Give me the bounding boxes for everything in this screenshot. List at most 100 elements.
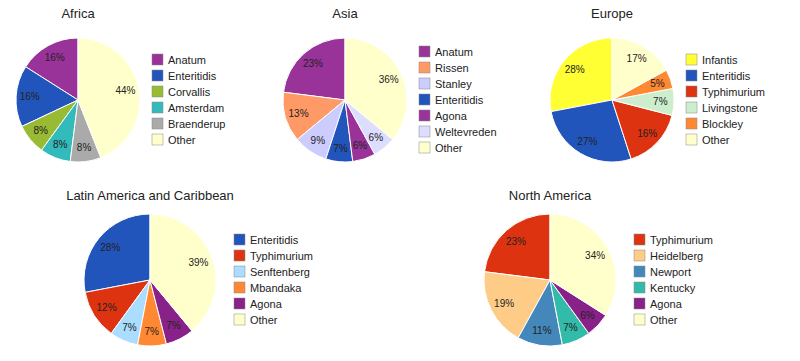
pie-slice bbox=[84, 214, 150, 292]
legend-swatch bbox=[419, 46, 430, 57]
legend-label: Other bbox=[250, 314, 278, 326]
data-label: 7% bbox=[144, 326, 159, 337]
legend-swatch bbox=[152, 70, 163, 81]
pie-slice bbox=[550, 214, 616, 315]
data-labels: 28% 12% 7% 7% 7% 39% bbox=[97, 242, 209, 337]
data-labels: 16%16%8%8%8%44% bbox=[20, 52, 136, 153]
legend-label: Stanley bbox=[435, 78, 472, 90]
legend-label: Enteritidis bbox=[435, 94, 484, 106]
pie-slice bbox=[612, 38, 666, 100]
legend-label: Weltevreden bbox=[435, 126, 497, 138]
legend-label: Kentucky bbox=[650, 282, 696, 294]
legend-label: Braenderup bbox=[168, 118, 226, 130]
slices bbox=[16, 38, 140, 162]
legend-swatch bbox=[234, 266, 245, 277]
data-label: 8% bbox=[77, 142, 92, 153]
data-label: 9% bbox=[311, 135, 326, 146]
legend-label: Newport bbox=[650, 266, 691, 278]
legend-swatch bbox=[419, 78, 430, 89]
legend-swatch bbox=[234, 282, 245, 293]
legend: TyphimuriumHeidelbergNewportKentuckyAgon… bbox=[634, 234, 713, 326]
data-labels: 23%13%9%7%6%6%36% bbox=[289, 58, 399, 153]
data-label: 7% bbox=[166, 320, 181, 331]
legend-swatch bbox=[234, 234, 245, 245]
legend-label: Enteritidis bbox=[702, 70, 751, 82]
legend-swatch bbox=[419, 110, 430, 121]
slices bbox=[550, 38, 674, 162]
pie-panel: Europe28%27%16%7%5%17%InfantisEnteritidi… bbox=[550, 6, 765, 162]
data-label: 7% bbox=[653, 96, 668, 107]
pie-panel: North America23%19%11%7%6%34%Typhimurium… bbox=[484, 188, 713, 346]
slices bbox=[283, 38, 407, 162]
legend-swatch bbox=[152, 102, 163, 113]
legend-swatch bbox=[152, 54, 163, 65]
data-label: 16% bbox=[20, 91, 40, 102]
legend-label: Typhimurium bbox=[702, 86, 765, 98]
slices bbox=[484, 214, 616, 346]
legend-swatch bbox=[686, 54, 697, 65]
legend-swatch bbox=[152, 86, 163, 97]
data-label: 5% bbox=[650, 78, 665, 89]
legend-swatch bbox=[686, 134, 697, 145]
pie-slice bbox=[283, 38, 345, 100]
legend-swatch bbox=[152, 118, 163, 129]
data-label: 7% bbox=[333, 143, 348, 154]
legend-swatch bbox=[686, 102, 697, 113]
data-label: 39% bbox=[188, 257, 208, 268]
legend-swatch bbox=[234, 314, 245, 325]
legend-label: Senftenberg bbox=[250, 266, 310, 278]
data-labels: 28%27%16%7%5%17% bbox=[565, 53, 668, 147]
legend: AnatumEnteritidisCorvallisAmsterdamBraen… bbox=[152, 54, 226, 146]
data-label: 28% bbox=[100, 242, 120, 253]
legend-swatch bbox=[634, 298, 645, 309]
legend-label: Enteritidis bbox=[168, 70, 217, 82]
legend-label: Other bbox=[650, 314, 678, 326]
chart-title: North America bbox=[509, 188, 592, 203]
legend-swatch bbox=[686, 118, 697, 129]
data-label: 19% bbox=[494, 298, 514, 309]
data-label: 6% bbox=[369, 132, 384, 143]
legend-swatch bbox=[686, 70, 697, 81]
pie-slice bbox=[345, 38, 407, 140]
chart-title: Asia bbox=[332, 6, 358, 21]
pie-panel: Latin America and Caribbean28%12%7%7%7%3… bbox=[66, 188, 313, 346]
data-label: 7% bbox=[122, 322, 137, 333]
pie-panel: Asia23%13%9%7%6%6%36%AnatumRissenStanley… bbox=[283, 6, 497, 162]
data-label: 12% bbox=[97, 302, 117, 313]
pie-panel: Africa16%16%8%8%8%44%AnatumEnteritidisCo… bbox=[16, 6, 226, 162]
legend: EnteritidisTyphimuriumSenftenbergMbandak… bbox=[234, 234, 313, 326]
legend-label: Amsterdam bbox=[168, 102, 224, 114]
slices bbox=[84, 214, 216, 346]
legend-label: Typhimurium bbox=[650, 234, 713, 246]
legend-swatch bbox=[152, 134, 163, 145]
legend-swatch bbox=[419, 126, 430, 137]
legend-swatch bbox=[634, 266, 645, 277]
legend-swatch bbox=[419, 62, 430, 73]
legend-swatch bbox=[634, 314, 645, 325]
legend-swatch bbox=[234, 298, 245, 309]
data-label: 6% bbox=[353, 140, 368, 151]
pie-slice bbox=[150, 214, 216, 331]
data-label: 11% bbox=[532, 325, 551, 336]
data-label: 44% bbox=[115, 85, 135, 96]
pie-slice bbox=[78, 38, 140, 158]
legend-label: Other bbox=[168, 134, 196, 146]
data-label: 34% bbox=[585, 250, 605, 261]
chart-title: Europe bbox=[591, 6, 633, 21]
data-label: 23% bbox=[506, 236, 526, 247]
chart-canvas: Africa16%16%8%8%8%44%AnatumEnteritidisCo… bbox=[0, 0, 800, 361]
data-label: 8% bbox=[34, 125, 49, 136]
data-label: 6% bbox=[580, 310, 595, 321]
legend-label: Anatum bbox=[435, 46, 473, 58]
data-label: 27% bbox=[577, 136, 597, 147]
legend-swatch bbox=[419, 94, 430, 105]
legend-label: Livingstone bbox=[702, 102, 758, 114]
data-label: 28% bbox=[565, 64, 585, 75]
legend-label: Other bbox=[435, 142, 463, 154]
legend-swatch bbox=[634, 282, 645, 293]
data-label: 36% bbox=[379, 74, 399, 85]
legend-swatch bbox=[234, 250, 245, 261]
data-label: 16% bbox=[45, 52, 65, 63]
legend-label: Agona bbox=[250, 298, 283, 310]
legend-swatch bbox=[634, 250, 645, 261]
